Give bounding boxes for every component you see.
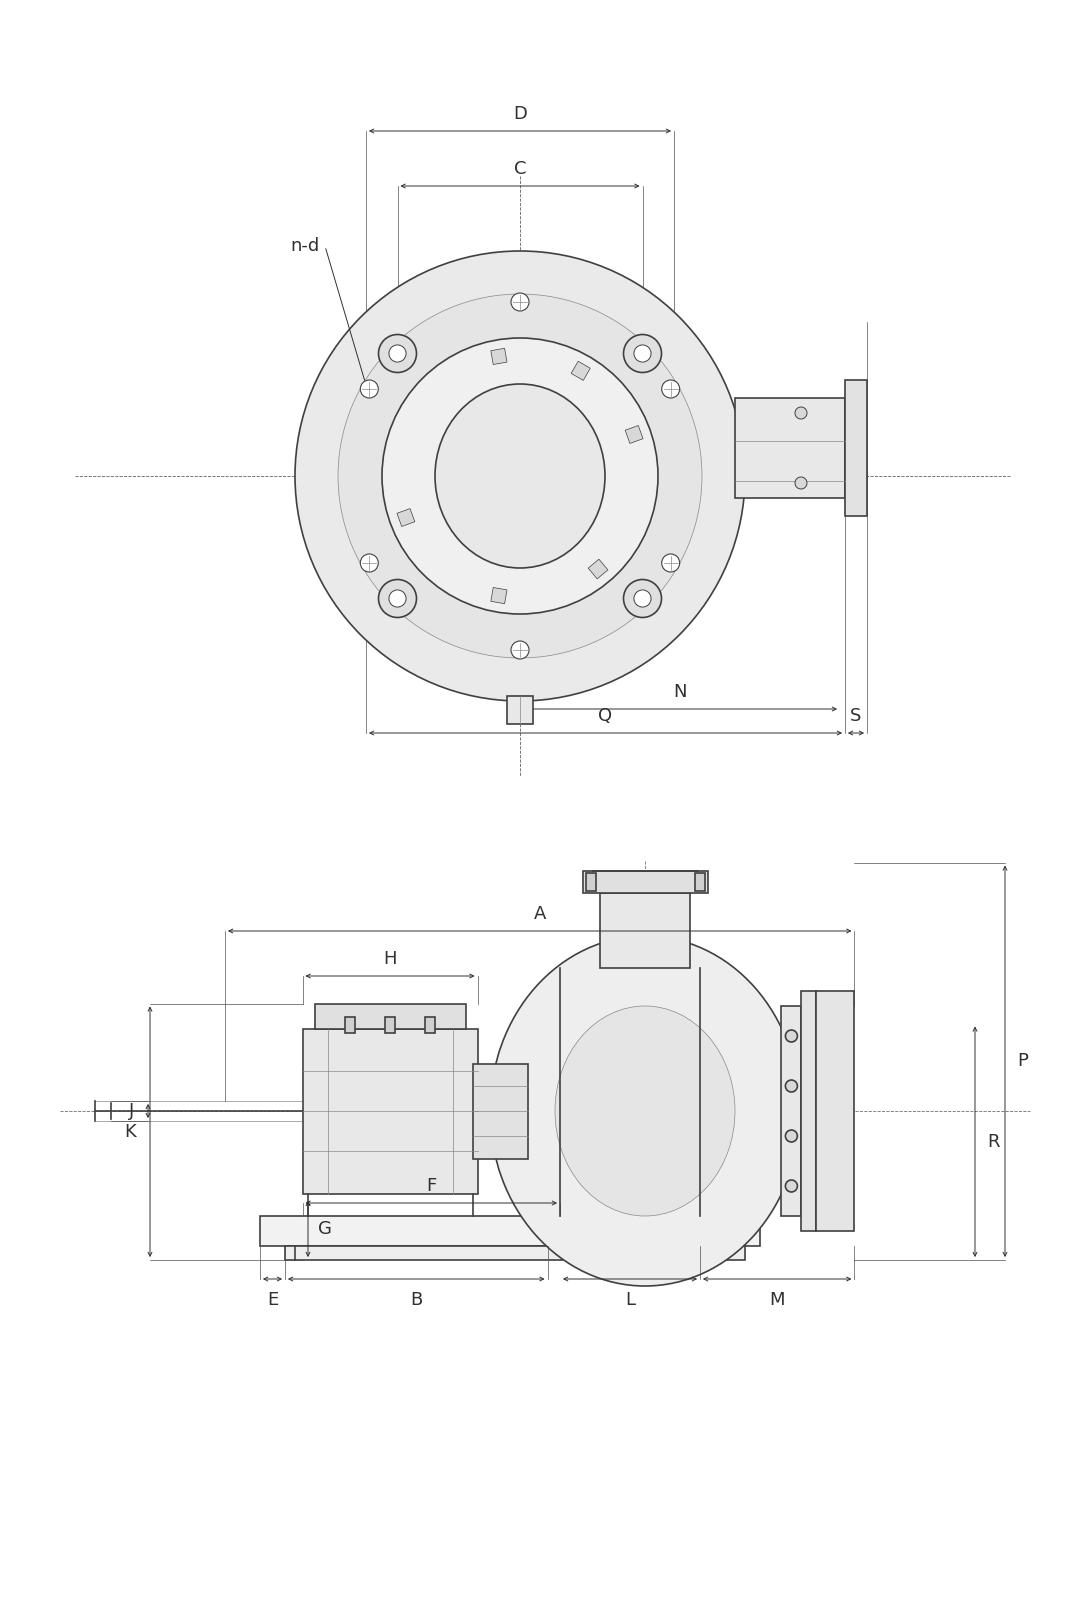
Circle shape xyxy=(361,379,378,399)
Bar xyxy=(735,399,845,498)
Text: H: H xyxy=(383,950,396,968)
Circle shape xyxy=(389,345,406,361)
Bar xyxy=(345,1016,355,1033)
Text: N: N xyxy=(673,682,687,700)
Ellipse shape xyxy=(490,935,800,1285)
Circle shape xyxy=(662,379,679,399)
Ellipse shape xyxy=(555,1007,735,1216)
Circle shape xyxy=(378,334,417,373)
Text: S: S xyxy=(850,707,862,725)
Bar xyxy=(589,559,608,579)
Bar xyxy=(490,349,507,365)
Bar xyxy=(582,870,707,893)
Bar xyxy=(490,587,507,603)
Bar xyxy=(314,1003,465,1028)
Circle shape xyxy=(795,477,807,490)
Bar xyxy=(507,695,534,725)
Text: Q: Q xyxy=(598,707,612,725)
Circle shape xyxy=(338,293,702,658)
Circle shape xyxy=(389,590,406,606)
Bar xyxy=(285,1247,745,1260)
Bar xyxy=(260,1216,760,1247)
Circle shape xyxy=(785,1130,797,1143)
Text: C: C xyxy=(514,160,526,178)
Circle shape xyxy=(785,1029,797,1042)
Bar xyxy=(571,361,591,381)
Text: G: G xyxy=(318,1221,332,1238)
Text: P: P xyxy=(1017,1052,1028,1070)
Circle shape xyxy=(382,339,658,614)
Circle shape xyxy=(662,554,679,572)
Circle shape xyxy=(623,334,661,373)
Circle shape xyxy=(623,579,661,618)
Text: R: R xyxy=(987,1133,999,1151)
Circle shape xyxy=(511,293,529,311)
Text: B: B xyxy=(410,1290,422,1310)
Text: A: A xyxy=(534,905,545,922)
Circle shape xyxy=(511,640,529,660)
Bar xyxy=(600,893,690,968)
Bar xyxy=(782,1007,801,1216)
Text: J: J xyxy=(129,1102,134,1120)
Bar xyxy=(384,1016,395,1033)
Circle shape xyxy=(785,1180,797,1191)
Circle shape xyxy=(785,1080,797,1093)
Ellipse shape xyxy=(435,384,605,567)
Text: D: D xyxy=(513,105,527,123)
Bar xyxy=(366,323,674,631)
Bar xyxy=(845,379,867,515)
Circle shape xyxy=(795,407,807,418)
Bar xyxy=(397,509,415,527)
Text: F: F xyxy=(427,1177,436,1195)
Text: M: M xyxy=(769,1290,785,1310)
Text: K: K xyxy=(124,1123,136,1141)
Bar xyxy=(302,1028,477,1193)
Circle shape xyxy=(295,251,745,700)
Circle shape xyxy=(378,579,417,618)
Text: n-d: n-d xyxy=(291,237,320,254)
Bar xyxy=(625,425,643,444)
Text: E: E xyxy=(267,1290,279,1310)
Bar xyxy=(816,990,854,1230)
Bar xyxy=(585,872,595,890)
Bar xyxy=(694,872,704,890)
Circle shape xyxy=(634,590,651,606)
Bar xyxy=(801,990,816,1230)
Bar xyxy=(473,1063,527,1159)
Circle shape xyxy=(634,345,651,361)
Circle shape xyxy=(361,554,378,572)
Bar xyxy=(426,1016,435,1033)
Text: L: L xyxy=(625,1290,635,1310)
